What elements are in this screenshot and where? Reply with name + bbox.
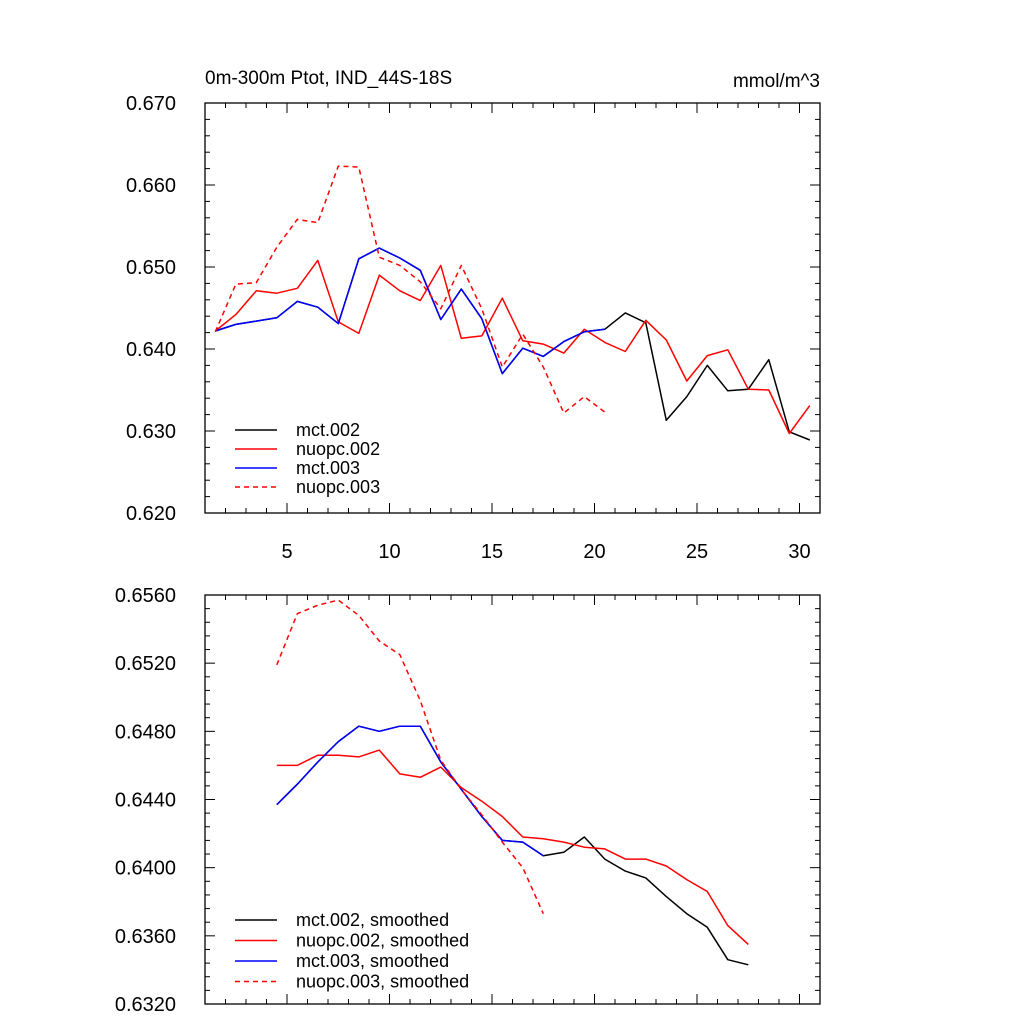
y-tick-label: 0.6400 bbox=[115, 858, 176, 880]
y-tick-label: 0.6360 bbox=[115, 926, 176, 948]
x-tick-label: 25 bbox=[686, 541, 708, 563]
y-tick-label: 0.620 bbox=[126, 503, 176, 525]
y-tick-label: 0.640 bbox=[126, 339, 176, 361]
x-tick-label: 15 bbox=[481, 541, 503, 563]
y-tick-label: 0.6480 bbox=[115, 721, 176, 743]
x-tick-label: 20 bbox=[583, 541, 605, 563]
y-tick-label: 0.6520 bbox=[115, 653, 176, 675]
legend-label: nuopc.003 bbox=[296, 477, 380, 497]
legend-label: mct.002 bbox=[296, 420, 360, 440]
series-line-nuopc-002 bbox=[214, 259, 811, 435]
chart-units: mmol/m^3 bbox=[733, 71, 820, 92]
legend-label: nuopc.002 bbox=[296, 439, 380, 459]
x-tick-label: 5 bbox=[281, 541, 292, 563]
y-tick-label: 0.6320 bbox=[115, 994, 176, 1016]
series-line-mct-003-smoothed bbox=[276, 725, 544, 857]
series-line-nuopc-002-smoothed bbox=[276, 749, 749, 945]
chart-title: 0m-300m Ptot, IND_44S-18S bbox=[205, 68, 452, 89]
top-panel: 0m-300m Ptot, IND_44S-18S mmol/m^3 0.620… bbox=[126, 68, 821, 563]
legend-label: mct.003 bbox=[296, 458, 360, 478]
legend-label: mct.003, smoothed bbox=[296, 951, 449, 971]
y-tick-label: 0.670 bbox=[126, 93, 176, 115]
y-tick-label: 0.660 bbox=[126, 175, 176, 197]
series-line-nuopc-003-smoothed bbox=[276, 599, 544, 915]
series-line-mct-003 bbox=[215, 247, 605, 375]
y-tick-label: 0.6560 bbox=[115, 585, 176, 607]
y-tick-label: 0.6440 bbox=[115, 790, 176, 812]
x-tick-label: 30 bbox=[788, 541, 810, 563]
x-tick-label: 10 bbox=[378, 541, 400, 563]
y-tick-label: 0.650 bbox=[126, 257, 176, 279]
y-tick-label: 0.630 bbox=[126, 421, 176, 443]
legend-label: nuopc.003, smoothed bbox=[296, 972, 469, 992]
bottom-panel: 0.6320 0.6360 0.6400 0.6440 0.6480 0.6520 0.65… bbox=[115, 585, 821, 1016]
series-line-nuopc-003 bbox=[214, 165, 606, 414]
legend-label: nuopc.002, smoothed bbox=[296, 931, 469, 951]
legend-label: mct.002, smoothed bbox=[296, 910, 449, 930]
series-line-mct-002 bbox=[215, 247, 811, 441]
